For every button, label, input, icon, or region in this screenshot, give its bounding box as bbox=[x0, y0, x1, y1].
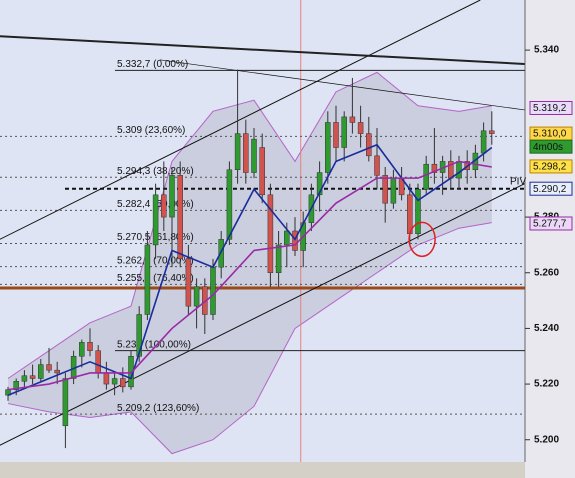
candle-body bbox=[480, 130, 487, 154]
candle-body bbox=[193, 286, 200, 307]
candle-body bbox=[366, 133, 372, 157]
candle-body bbox=[21, 375, 28, 382]
x-axis-area bbox=[0, 462, 525, 478]
candle-body bbox=[226, 169, 233, 240]
candle-body bbox=[325, 122, 331, 173]
candle-body bbox=[423, 163, 429, 190]
band-lower bbox=[7, 222, 492, 455]
candle-body bbox=[431, 163, 438, 173]
price-label: 5.319,2 bbox=[533, 103, 567, 114]
candle-body bbox=[38, 364, 44, 379]
candle-body bbox=[54, 369, 60, 374]
price-label: 5.310,0 bbox=[533, 129, 567, 140]
candle-body bbox=[251, 138, 257, 173]
candle-body bbox=[177, 175, 183, 260]
price-label: 5.298,2 bbox=[533, 162, 567, 173]
price-label-box bbox=[529, 100, 573, 115]
y-tick-label: 5.200 bbox=[534, 434, 559, 445]
y-tick-label: 5.240 bbox=[534, 323, 559, 334]
candle-body bbox=[111, 378, 118, 385]
y-tick-label: 5.340 bbox=[534, 45, 559, 56]
candle-body bbox=[234, 133, 241, 171]
annotation-circle bbox=[408, 221, 436, 258]
candle-body bbox=[185, 258, 192, 307]
y-tick-label: 5.260 bbox=[534, 267, 559, 278]
price-label-box bbox=[529, 159, 573, 174]
candle-body bbox=[79, 342, 85, 357]
candle-body bbox=[333, 122, 339, 148]
trendline bbox=[0, 183, 525, 446]
candle-body bbox=[169, 175, 175, 218]
candle-body bbox=[29, 375, 36, 379]
band-upper bbox=[7, 71, 492, 379]
candle-body bbox=[103, 372, 110, 385]
fib-label: 5.255,8 (76,40%) bbox=[117, 273, 194, 284]
fib-label: 5.294,3 (38,20%) bbox=[117, 166, 194, 177]
candle-body bbox=[46, 364, 52, 371]
y-tick-label: 5.220 bbox=[534, 379, 559, 390]
candle-body bbox=[161, 194, 167, 218]
candle-body bbox=[120, 378, 126, 388]
price-label-box bbox=[529, 216, 573, 231]
candle-body bbox=[87, 342, 93, 351]
candle-body bbox=[357, 122, 364, 134]
candle-body bbox=[136, 314, 142, 357]
candle-body bbox=[13, 381, 19, 390]
candle-body bbox=[95, 350, 101, 374]
candle-body bbox=[62, 378, 69, 427]
pivot-label: PIV bbox=[510, 176, 526, 187]
price-label-box bbox=[529, 181, 573, 196]
candle-body bbox=[390, 177, 397, 204]
candle-body bbox=[292, 230, 298, 251]
candle-body bbox=[456, 161, 462, 179]
candle-body bbox=[415, 189, 421, 235]
price-label: 4m00s bbox=[533, 142, 563, 153]
candle-body bbox=[349, 116, 356, 123]
fib-label: 5.262,2 (70,00%) bbox=[117, 255, 194, 266]
candle-body bbox=[489, 130, 495, 134]
y-axis-area bbox=[525, 0, 575, 478]
candle-body bbox=[275, 244, 282, 273]
candle-body bbox=[259, 147, 265, 196]
moving-average bbox=[7, 160, 492, 391]
fib-label: 5.309 (23,60%) bbox=[117, 125, 185, 136]
trendline bbox=[0, 35, 525, 66]
trendline bbox=[159, 59, 525, 111]
candle-body bbox=[316, 172, 323, 196]
candle-body bbox=[152, 194, 159, 246]
candle-body bbox=[284, 230, 290, 246]
price-label: 5.277,7 bbox=[533, 219, 567, 230]
candle-body bbox=[407, 194, 413, 235]
moving-average bbox=[7, 143, 493, 396]
fib-label: 5.232 (100,00%) bbox=[117, 339, 191, 350]
candle-body bbox=[341, 116, 347, 148]
price-label-box bbox=[529, 139, 573, 154]
fib-label: 5.209,2 (123,60%) bbox=[117, 403, 199, 414]
candle-body bbox=[267, 194, 274, 273]
candle-body bbox=[374, 155, 380, 176]
candle-body bbox=[382, 175, 388, 204]
candle-body bbox=[144, 244, 151, 315]
trendline bbox=[0, 0, 481, 240]
price-label: 5.290,2 bbox=[533, 184, 567, 195]
fib-label: 5.332,7 (0,00%) bbox=[117, 59, 188, 70]
candle-body bbox=[210, 266, 216, 315]
candle-body bbox=[243, 133, 249, 173]
